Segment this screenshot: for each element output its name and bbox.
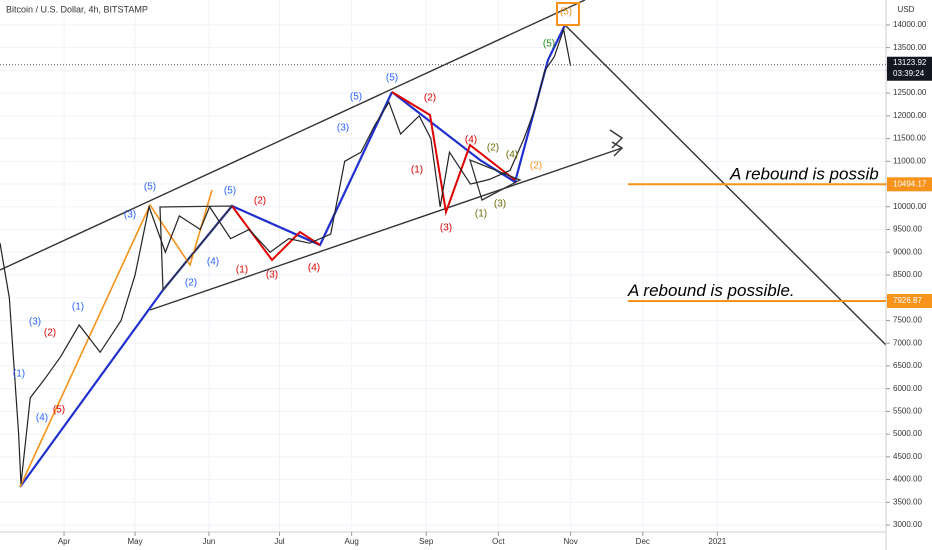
wave-label: (5) bbox=[224, 186, 236, 197]
wave-label: (5) bbox=[543, 39, 555, 50]
y-tick-label: 6500.00 bbox=[893, 361, 922, 370]
wave-label: (1) bbox=[72, 302, 84, 313]
wave-label: (1) bbox=[236, 265, 248, 276]
level-tag bbox=[887, 294, 932, 309]
wave-label: (2) bbox=[487, 143, 499, 154]
x-tick-label: Apr bbox=[58, 537, 71, 546]
price-tag bbox=[887, 56, 932, 81]
wave-label: (2) bbox=[44, 328, 56, 339]
triangle bbox=[468, 158, 522, 201]
triangle bbox=[159, 205, 234, 292]
y-tick-label: 6000.00 bbox=[893, 384, 922, 393]
lower-channel bbox=[149, 147, 623, 311]
wave-label: (1) bbox=[475, 209, 487, 220]
y-tick-label: 4000.00 bbox=[893, 475, 922, 484]
y-tick-label: 9500.00 bbox=[893, 225, 922, 234]
wave-label: (2) bbox=[254, 196, 266, 207]
wave-label: (4) bbox=[308, 263, 320, 274]
wave-label: (3) bbox=[266, 270, 278, 281]
wave-label: (1) bbox=[13, 369, 25, 380]
wave-label: (5) bbox=[560, 7, 572, 18]
price-line bbox=[0, 27, 572, 485]
level-tag bbox=[887, 177, 932, 192]
wave-label: (3) bbox=[337, 123, 349, 134]
level-label: 10494.17 bbox=[893, 179, 927, 188]
wave-label: (4) bbox=[207, 257, 219, 268]
wave-label: (5) bbox=[53, 405, 65, 416]
wave-label: (5) bbox=[144, 182, 156, 193]
wave-line bbox=[391, 91, 516, 216]
x-tick-label: May bbox=[128, 537, 143, 546]
plot bbox=[0, 27, 572, 485]
y-tick-label: 10000.00 bbox=[893, 202, 927, 211]
wave-label: (2) bbox=[424, 93, 436, 104]
y-tick-label: 8500.00 bbox=[893, 270, 922, 279]
wave-label: (3) bbox=[124, 210, 136, 221]
y-tick-label: 4500.00 bbox=[893, 452, 922, 461]
level-label: 7926.87 bbox=[893, 296, 922, 305]
y-tick-label: 9000.00 bbox=[893, 247, 922, 256]
y-tick-label: 5000.00 bbox=[893, 429, 922, 438]
x-tick-label: Aug bbox=[345, 537, 359, 546]
wave-label: (5) bbox=[386, 73, 398, 84]
wave-label: (4) bbox=[506, 150, 518, 161]
y-tick-label: 5500.00 bbox=[893, 406, 922, 415]
countdown: 03:39:24 bbox=[893, 69, 925, 78]
wave-label: (2) bbox=[530, 161, 542, 172]
target-box bbox=[556, 2, 580, 26]
y-tick-label: 14000.00 bbox=[893, 20, 927, 29]
wave-label: (4) bbox=[465, 135, 477, 146]
y-tick-label: 12000.00 bbox=[893, 111, 927, 120]
wave-label: (5) bbox=[350, 92, 362, 103]
y-tick-label: 11500.00 bbox=[893, 134, 926, 143]
x-tick-label: Oct bbox=[492, 537, 505, 546]
last-price-label: 13123.92 bbox=[893, 58, 927, 67]
x-tick-label: 2021 bbox=[708, 537, 726, 546]
x-tick-label: Jun bbox=[202, 537, 215, 546]
wave-label: (1) bbox=[411, 165, 423, 176]
y-tick-label: 7500.00 bbox=[893, 316, 922, 325]
y-tick-label: 11000.00 bbox=[893, 156, 926, 165]
y-tick-label: 3500.00 bbox=[893, 497, 922, 506]
wave-label: (3) bbox=[494, 199, 506, 210]
level-note: A rebound is possib bbox=[729, 164, 879, 183]
arrow-head bbox=[609, 129, 624, 149]
y-tick-label: 7000.00 bbox=[893, 338, 922, 347]
grid bbox=[0, 0, 885, 532]
x-tick-label: Nov bbox=[563, 537, 577, 546]
level-note: A rebound is possible. bbox=[627, 281, 795, 300]
y-tick-label: 13500.00 bbox=[893, 43, 927, 52]
wave-label: (3) bbox=[29, 317, 41, 328]
wave-label: (2) bbox=[185, 278, 197, 289]
chart-title: Bitcoin / U.S. Dollar, 4h, BITSTAMP bbox=[6, 4, 148, 14]
x-tick-label: Jul bbox=[274, 537, 284, 546]
upper-channel bbox=[0, 0, 586, 271]
currency: USD bbox=[898, 5, 915, 14]
y-tick-label: 3000.00 bbox=[893, 520, 922, 529]
x-tick-label: Dec bbox=[636, 537, 650, 546]
x-tick-label: Sep bbox=[419, 537, 434, 546]
wave-label: (4) bbox=[36, 413, 48, 424]
wave-label: (3) bbox=[440, 223, 452, 234]
y-tick-label: 12500.00 bbox=[893, 88, 927, 97]
